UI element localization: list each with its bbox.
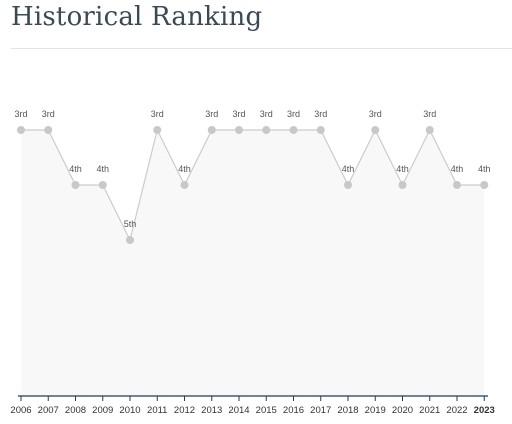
ranking-point-2020 <box>398 181 407 189</box>
ranking-label-2006: 3rd <box>14 109 27 119</box>
page-title: Historical Ranking <box>11 2 263 32</box>
ranking-point-2006 <box>17 126 25 134</box>
ranking-point-2007 <box>44 126 53 134</box>
ranking-label-2022: 4th <box>451 164 464 174</box>
x-tick-label-2023: 2023 <box>474 405 495 416</box>
ranking-label-2023: 4th <box>478 164 491 174</box>
x-tick-label-2013: 2013 <box>201 405 222 416</box>
x-tick-label-2011: 2011 <box>147 405 167 416</box>
ranking-area <box>21 130 485 396</box>
ranking-label-2013: 3rd <box>205 109 218 119</box>
ranking-label-2009: 4th <box>96 164 109 174</box>
ranking-labels: 3rd 3rd 4th 4th 5th 3rd 4th 3rd 3rd 3rd 3rd 3rd 4th 3… <box>14 109 490 229</box>
ranking-point-2014 <box>235 126 243 134</box>
ranking-label-2021: 3rd <box>423 109 436 119</box>
x-tick-label-2022: 2022 <box>446 405 467 416</box>
x-tick-label-2014: 2014 <box>228 405 249 416</box>
ranking-label-2017: 3rd <box>314 109 327 119</box>
ranking-label-2018: 4th <box>342 164 355 174</box>
x-tick-label-2008: 2008 <box>65 405 86 416</box>
ranking-point-2021 <box>425 126 434 134</box>
ranking-area-fill <box>21 130 485 396</box>
x-tick-label-2019: 2019 <box>365 405 386 416</box>
ranking-point-2010 <box>126 236 134 244</box>
ranking-label-2010: 5th <box>124 219 137 229</box>
ranking-point-2016 <box>289 126 298 134</box>
ranking-point-2008 <box>71 181 80 189</box>
ranking-point-2018 <box>344 181 352 189</box>
x-tick-label-2010: 2010 <box>119 405 140 416</box>
ranking-label-2007: 3rd <box>42 109 55 119</box>
x-tick-label-2015: 2015 <box>256 405 277 416</box>
ranking-label-2020: 4th <box>396 164 409 174</box>
ranking-label-2016: 3rd <box>287 109 300 119</box>
ranking-point-2022 <box>453 181 461 189</box>
ranking-label-2019: 3rd <box>369 109 382 119</box>
ranking-point-2015 <box>262 126 271 134</box>
x-tick-label-2012: 2012 <box>174 405 195 416</box>
x-tick-label-2007: 2007 <box>38 405 59 416</box>
ranking-point-2013 <box>207 126 216 134</box>
x-tick-label-2018: 2018 <box>337 405 358 416</box>
ranking-point-2012 <box>180 181 189 189</box>
ranking-points <box>17 126 489 244</box>
x-axis-ticks: 2006 2007 2008 2009 2010 2011 2012 2013 2014 2015… <box>10 396 495 416</box>
title-divider <box>11 48 512 49</box>
ranking-label-2014: 3rd <box>232 109 245 119</box>
ranking-point-2009 <box>98 181 107 189</box>
ranking-line <box>21 128 485 242</box>
ranking-point-2023 <box>480 181 489 189</box>
ranking-label-2011: 3rd <box>151 109 164 119</box>
ranking-point-2019 <box>371 126 380 134</box>
x-tick-label-2020: 2020 <box>392 405 413 416</box>
ranking-point-2011 <box>153 126 162 134</box>
ranking-label-2008: 4th <box>69 164 82 174</box>
ranking-point-2017 <box>316 126 325 134</box>
ranking-label-2012: 4th <box>178 164 191 174</box>
ranking-line-path <box>21 128 485 242</box>
x-tick-label-2021: 2021 <box>419 405 440 416</box>
x-tick-label-2009: 2009 <box>92 405 113 416</box>
ranking-label-2015: 3rd <box>260 109 273 119</box>
x-tick-label-2017: 2017 <box>310 405 331 416</box>
x-tick-label-2016: 2016 <box>283 405 304 416</box>
x-tick-label-2006: 2006 <box>10 405 31 416</box>
